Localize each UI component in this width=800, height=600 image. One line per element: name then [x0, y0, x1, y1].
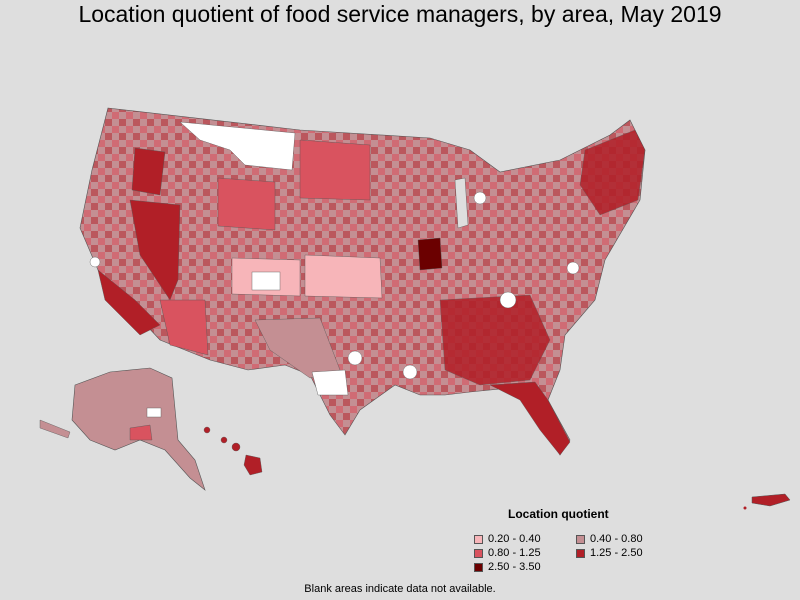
- region-arizona: [159, 299, 209, 356]
- region-southeast: [439, 294, 551, 386]
- legend-swatch-icon: [576, 548, 585, 558]
- region-kansas: [304, 254, 383, 299]
- legend-swatch-icon: [474, 548, 483, 558]
- legend-item-2: 0.80 - 1.25: [474, 546, 541, 560]
- legend-item-1: 0.40 - 0.80: [576, 532, 643, 546]
- lake-michigan: [454, 177, 469, 229]
- legend-swatch-icon: [576, 534, 585, 544]
- legend-item-3: 1.25 - 2.50: [576, 546, 643, 560]
- legend-label: 0.40 - 0.80: [590, 533, 643, 545]
- region-illinois-dark: [417, 237, 443, 271]
- legend-item-0: 0.20 - 0.40: [474, 532, 541, 546]
- region-montana: [179, 121, 296, 171]
- legend-title: Location quotient: [508, 507, 609, 521]
- footnote: Blank areas indicate data not available.: [304, 583, 496, 595]
- region-wyoming: [217, 177, 276, 231]
- legend-label: 0.20 - 0.40: [488, 533, 541, 545]
- region-hawaii: [203, 426, 263, 476]
- legend-swatch-icon: [474, 562, 483, 572]
- region-nevada: [129, 199, 181, 301]
- region-puerto-rico: [751, 493, 791, 507]
- region-dakotas: [299, 139, 371, 201]
- region-northeast: [579, 129, 646, 216]
- region-california-south: [97, 269, 161, 336]
- legend-label: 2.50 - 3.50: [488, 561, 541, 573]
- region-texas-nodata: [311, 369, 349, 396]
- region-oregon-east: [131, 147, 166, 196]
- legend-item-4: 2.50 - 3.50: [474, 560, 541, 574]
- legend-label: 1.25 - 2.50: [590, 547, 643, 559]
- region-florida: [489, 381, 571, 456]
- map-title: Location quotient of food service manage…: [78, 1, 722, 27]
- legend-swatch-icon: [474, 534, 483, 544]
- legend-label: 0.80 - 1.25: [488, 547, 541, 559]
